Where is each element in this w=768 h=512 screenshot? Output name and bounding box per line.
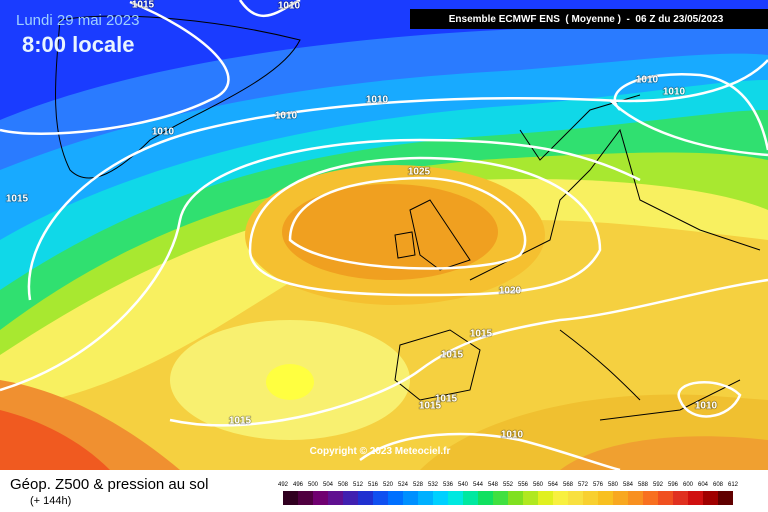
isobar-labels: 1015 1010 1010 1010 1010 1015 1010 1010 1025 1020… — [5, 0, 718, 441]
scale-swatch — [283, 491, 298, 505]
scale-swatch — [553, 491, 568, 505]
model-info: Ensemble ECMWF ENS ( Moyenne ) - 06 Z du… — [449, 14, 724, 25]
isobar-label: 1010 — [636, 75, 659, 86]
scale-swatch — [703, 491, 718, 505]
scale-swatch — [673, 491, 688, 505]
scale-label: 516 — [368, 482, 379, 488]
scale-label: 532 — [428, 482, 439, 488]
scale-label: 536 — [443, 482, 454, 488]
scale-swatch — [358, 491, 373, 505]
legend-subtitle: (+ 144h) — [30, 495, 71, 507]
scale-label: 500 — [308, 482, 319, 488]
isobars — [0, 0, 768, 427]
scale-swatch — [628, 491, 643, 505]
scale-swatch — [718, 491, 733, 505]
scale-label: 492 — [278, 482, 289, 488]
scale-swatch — [478, 491, 493, 505]
scale-swatch — [388, 491, 403, 505]
header-box — [410, 9, 768, 29]
scale-label: 564 — [548, 482, 559, 488]
forecast-date: Lundi 29 mai 2023 — [16, 12, 139, 29]
scale-swatch — [328, 491, 343, 505]
scale-label: 576 — [593, 482, 604, 488]
isobar-label: 1025 — [408, 167, 431, 178]
scale-swatch — [568, 491, 583, 505]
scale-swatch — [583, 491, 598, 505]
isobar-label: 1010 — [366, 95, 389, 106]
isobar-label: 1015 — [435, 394, 458, 405]
scale-swatch — [643, 491, 658, 505]
forecast-time: 8:00 locale — [22, 32, 135, 57]
isobar-label: 1010 — [501, 430, 524, 441]
scale-label: 612 — [728, 482, 739, 488]
scale-swatch — [523, 491, 538, 505]
color-scale: 492 496 500 504 508 512 516 520 524 528 532 536 540 5… — [278, 482, 739, 505]
scale-swatch — [598, 491, 613, 505]
isobar-label: 1015 — [6, 194, 29, 205]
isobar-label: 1015 — [441, 350, 464, 361]
isobar-label: 1015 — [132, 0, 155, 11]
scale-label: 568 — [563, 482, 574, 488]
scale-swatch — [493, 491, 508, 505]
scale-label: 572 — [578, 482, 589, 488]
isobar-label: 1010 — [278, 1, 301, 12]
scale-label: 580 — [608, 482, 619, 488]
isobar-label: 1010 — [275, 111, 298, 122]
isobar-label: 1010 — [695, 401, 718, 412]
scale-label: 556 — [518, 482, 529, 488]
scale-swatch — [658, 491, 673, 505]
scale-swatch — [613, 491, 628, 505]
isobar-label: 1010 — [663, 87, 686, 98]
scale-swatch — [298, 491, 313, 505]
scale-label: 520 — [383, 482, 394, 488]
scale-swatch — [313, 491, 328, 505]
legend-title: Géop. Z500 & pression au sol — [10, 476, 208, 493]
scale-label: 604 — [698, 482, 709, 488]
scale-label: 540 — [458, 482, 469, 488]
scale-swatch — [418, 491, 433, 505]
scale-label: 608 — [713, 482, 724, 488]
scale-swatch — [433, 491, 448, 505]
scale-label: 596 — [668, 482, 679, 488]
isobar-label: 1015 — [229, 416, 252, 427]
scale-label: 496 — [293, 482, 304, 488]
isobar-label: 1015 — [470, 329, 493, 340]
scale-label: 504 — [323, 482, 334, 488]
scale-label: 544 — [473, 482, 484, 488]
scale-label: 560 — [533, 482, 544, 488]
scale-swatch — [688, 491, 703, 505]
scale-label: 552 — [503, 482, 514, 488]
copyright: Copyright © 2023 Meteociel.fr — [310, 446, 451, 457]
scale-swatch — [448, 491, 463, 505]
isobar-label: 1015 — [419, 401, 442, 412]
scale-swatch — [508, 491, 523, 505]
scale-label: 528 — [413, 482, 424, 488]
scale-label: 588 — [638, 482, 649, 488]
scale-label: 508 — [338, 482, 349, 488]
scale-swatch — [538, 491, 553, 505]
scale-swatch — [403, 491, 418, 505]
scale-swatch — [463, 491, 478, 505]
scale-swatch — [343, 491, 358, 505]
field — [0, 0, 768, 470]
scale-label: 524 — [398, 482, 409, 488]
scale-label: 584 — [623, 482, 634, 488]
scale-label: 548 — [488, 482, 499, 488]
isobar-label: 1020 — [499, 286, 522, 297]
isobar-label: 1010 — [152, 127, 175, 138]
scale-swatch — [373, 491, 388, 505]
scale-label: 592 — [653, 482, 664, 488]
scale-label: 512 — [353, 482, 364, 488]
coastlines — [55, 15, 761, 421]
scale-label: 600 — [683, 482, 694, 488]
